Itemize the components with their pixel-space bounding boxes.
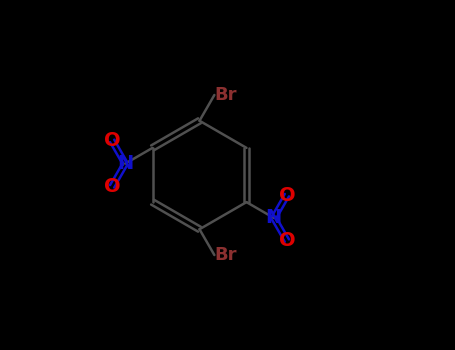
Text: O: O [104,177,121,196]
Text: N: N [117,154,133,173]
Text: N: N [266,208,282,228]
Text: O: O [278,186,295,205]
Text: Br: Br [214,246,237,264]
Text: O: O [104,131,121,150]
Text: Br: Br [214,86,237,104]
Text: O: O [278,231,295,250]
